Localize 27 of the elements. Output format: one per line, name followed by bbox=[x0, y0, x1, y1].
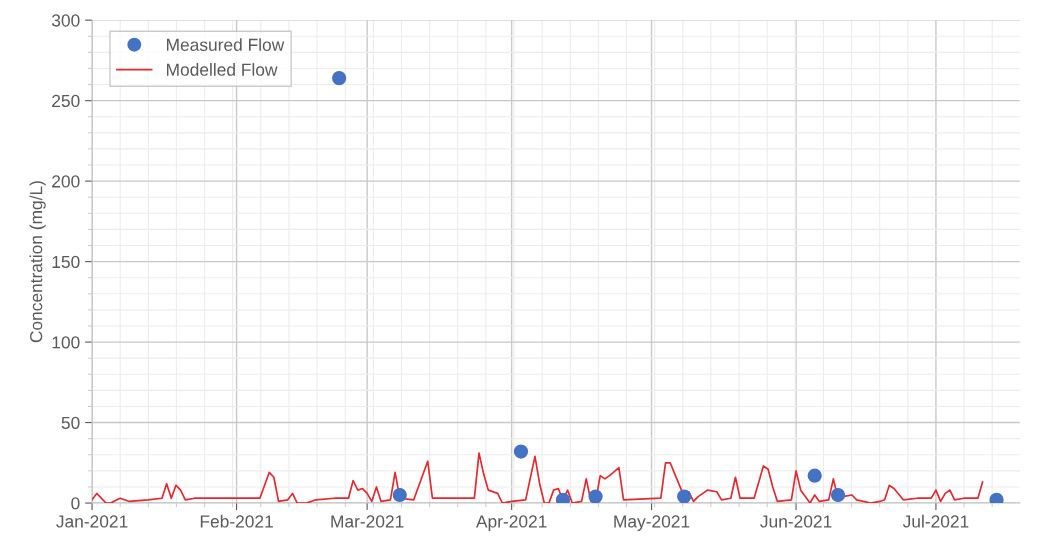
y-axis-title: Concentration (mg/L) bbox=[29, 181, 46, 343]
y-tick-label: 50 bbox=[61, 416, 80, 430]
y-tick-label: 200 bbox=[52, 175, 80, 188]
point bbox=[677, 489, 692, 504]
legend-label: Modelled Flow bbox=[166, 63, 278, 76]
point bbox=[513, 444, 529, 459]
x-tick-label: Jan-2021 bbox=[56, 515, 128, 528]
line-series bbox=[92, 452, 984, 504]
x-tick-label: Feb-2021 bbox=[200, 514, 273, 528]
y-tick-label: 150 bbox=[52, 255, 80, 269]
point bbox=[392, 487, 407, 503]
x-tick-label: Apr-2021 bbox=[475, 515, 547, 532]
x-tick-label: Mar-2021 bbox=[331, 515, 404, 528]
x-tick-label: Jun-2021 bbox=[760, 515, 832, 528]
y-tick-label: 300 bbox=[51, 14, 80, 27]
x-tick-label: Jul-2021 bbox=[902, 514, 969, 528]
point bbox=[989, 492, 1004, 504]
point bbox=[807, 468, 822, 483]
point bbox=[830, 487, 846, 503]
legend-label: Measured Flow bbox=[166, 38, 285, 51]
x-tick-label: May-2021 bbox=[614, 515, 690, 532]
point bbox=[555, 492, 571, 504]
point bbox=[332, 71, 347, 86]
y-tick-label: 250 bbox=[52, 94, 80, 108]
y-tick-label: 100 bbox=[52, 336, 80, 349]
point bbox=[588, 489, 603, 504]
y-tick-label: 0 bbox=[71, 497, 80, 510]
